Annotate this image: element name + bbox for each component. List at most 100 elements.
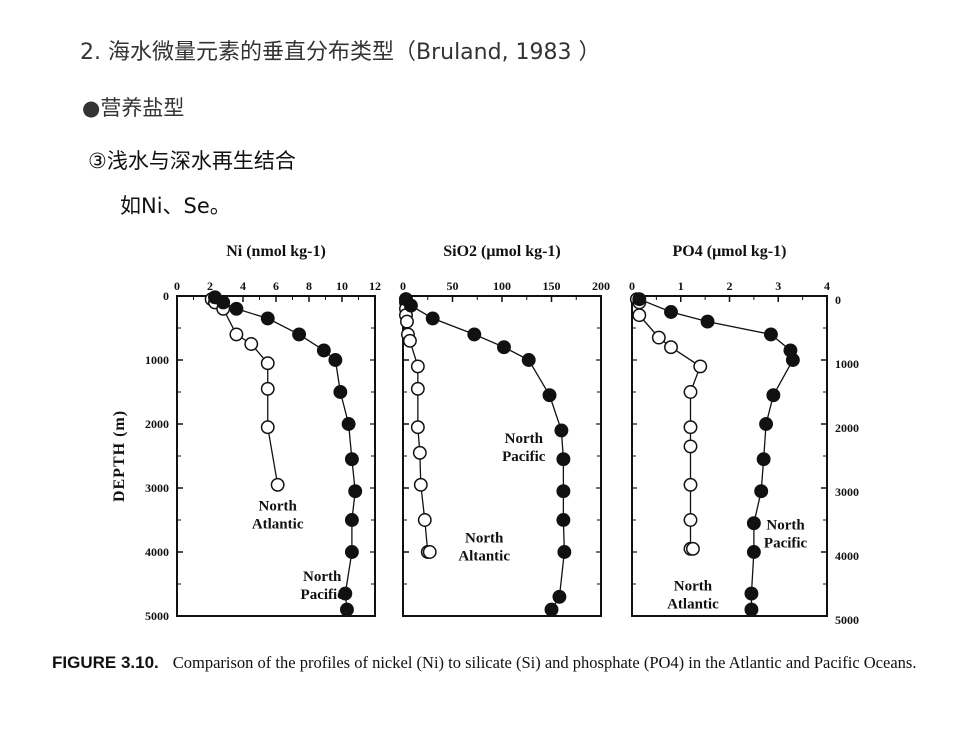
y-tick-label: 3000 [835,485,859,499]
data-point [759,417,774,431]
data-point [664,340,678,355]
plot-frame [176,295,376,617]
data-point [410,381,425,396]
data-point [348,484,363,499]
data-point [746,516,761,531]
data-point [333,385,348,399]
data-point [785,353,800,367]
x-tick-label: 6 [273,279,279,293]
y-tick-label: 3000 [145,481,169,495]
panel-sio2: SiO2 (μmol kg-1) 0 50 100 150 200 North Pacific… [399,243,610,617]
data-point [744,602,759,617]
data-point [216,295,231,310]
x-tick-label: 50 [447,279,459,293]
data-point [683,420,698,435]
data-point [683,513,698,527]
y-tick-label: 0 [835,293,841,307]
y-tick-label: 4000 [145,545,169,559]
series-annotation: North Atlantic [252,498,304,532]
data-point [340,602,354,617]
x-tick-label: 8 [306,279,312,293]
chart-title: Ni (nmol kg-1) [226,243,326,260]
y-tick-label: 2000 [835,421,859,435]
data-point [344,452,359,467]
data-point [260,311,275,326]
data-point [763,327,778,342]
data-point [402,333,417,348]
chart-title: PO4 (μmol kg-1) [673,243,787,260]
y-tick-label: 4000 [835,549,859,563]
data-point [229,301,244,316]
data-point [270,477,285,492]
series-annotation: North Pacific [764,518,808,552]
x-tick-label: 1 [678,279,684,293]
slide-heading: 2. 海水微量元素的垂直分布类型（Bruland, 1983 ） [80,40,601,65]
data-point [417,513,432,527]
y-tick-label: 1000 [145,353,169,367]
data-point [260,356,275,371]
profile-charts: Ni (nmol kg-1)0 2 4 6 8 10 1201000200030004000… [111,243,859,627]
data-point [229,327,244,342]
x-tick-label: 0 [174,279,180,293]
data-point [410,420,425,435]
x-tick-label: 0 [400,279,406,293]
data-point [552,589,567,604]
data-point [683,385,698,399]
series-annotation: North Altantic [458,530,510,564]
data-point [683,477,698,492]
data-point [651,330,666,345]
figure-caption: FIGURE 3.10. Comparison of the profiles o… [52,652,932,674]
data-point [556,484,571,499]
panel-ni: Ni (nmol kg-1) 0 2 4 6 8 10 12 0 1000 2000 3000 4000… [111,243,381,623]
data-point [544,602,559,617]
data-point [554,423,569,438]
panel-po4: PO4 (μmol kg-1)0 1 2 3 401000200030004000500… [629,243,859,627]
data-point [700,314,715,329]
x-tick-label: 100 [493,279,511,293]
data-point [542,388,557,403]
y-tick-label: 5000 [835,613,859,627]
data-point [664,305,678,319]
data-point [260,420,275,435]
data-point [244,337,259,351]
data-point [344,513,359,527]
sub-heading: ③浅水与深水再生结合 [88,149,296,173]
series-annotation: North Atlantic [667,578,719,612]
chart-title: SiO2 (μmol kg-1) [443,243,561,260]
x-tick-label: 4 [824,279,830,293]
data-point [292,327,307,342]
figure-label: FIGURE 3.10. [52,653,159,672]
data-point [497,340,511,355]
data-point [410,359,425,374]
series-annotation: North Pacific [502,431,546,465]
y-axis-label: DEPTH (m) [111,410,128,502]
x-tick-label: 0 [629,279,635,293]
data-point [756,452,771,467]
data-point [632,292,647,307]
data-point [260,381,275,396]
data-point [556,452,571,467]
y-tick-label: 2000 [145,417,169,431]
data-point [685,541,700,556]
data-point [632,308,647,323]
data-point [328,353,343,367]
data-point [344,545,359,559]
data-point [754,484,769,499]
y-tick-label: 0 [163,289,169,303]
data-point [412,445,427,460]
data-point [413,477,428,492]
data-point [403,298,418,313]
data-point [746,545,761,559]
data-point [556,513,571,527]
data-point [316,343,331,358]
y-tick-label: 1000 [835,357,859,371]
data-point [425,311,440,326]
data-point [744,586,759,601]
x-tick-label: 150 [543,279,561,293]
data-point [467,327,482,342]
data-point [557,545,572,559]
data-point [422,545,437,559]
example-text: 如Ni、Se。 [120,194,231,218]
x-tick-label: 10 [336,279,348,293]
data-point [400,314,414,329]
